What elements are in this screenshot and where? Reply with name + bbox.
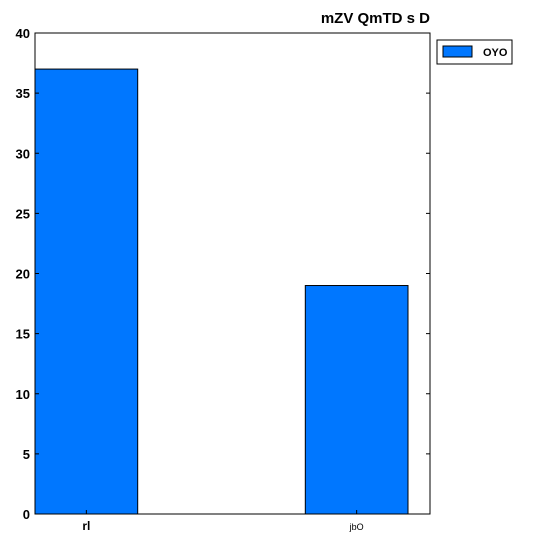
chart-title: mZV QmTD s D [321,10,430,27]
bars-layer [34,68,409,515]
legend-swatch [442,45,473,58]
bar-jbO [304,285,409,515]
y-tick-label: 10 [16,387,30,402]
x-axis: rl jbO [82,510,364,533]
legend-label: OYO [483,47,508,59]
y-axis: 0 5 10 15 20 25 30 35 40 [16,26,430,522]
y-tick-label: 0 [23,507,30,522]
y-tick-label: 15 [16,327,30,342]
y-tick-label: 5 [23,447,30,462]
y-tick-label: 30 [16,146,30,161]
x-tick-label: jbO [349,522,364,532]
y-tick-label: 35 [16,86,30,101]
y-tick-label: 40 [16,26,30,41]
legend: OYO [436,39,513,65]
x-tick-label: rl [82,519,90,533]
y-tick-label: 25 [16,206,30,221]
bar-rl [34,68,139,515]
y-tick-label: 20 [16,267,30,282]
